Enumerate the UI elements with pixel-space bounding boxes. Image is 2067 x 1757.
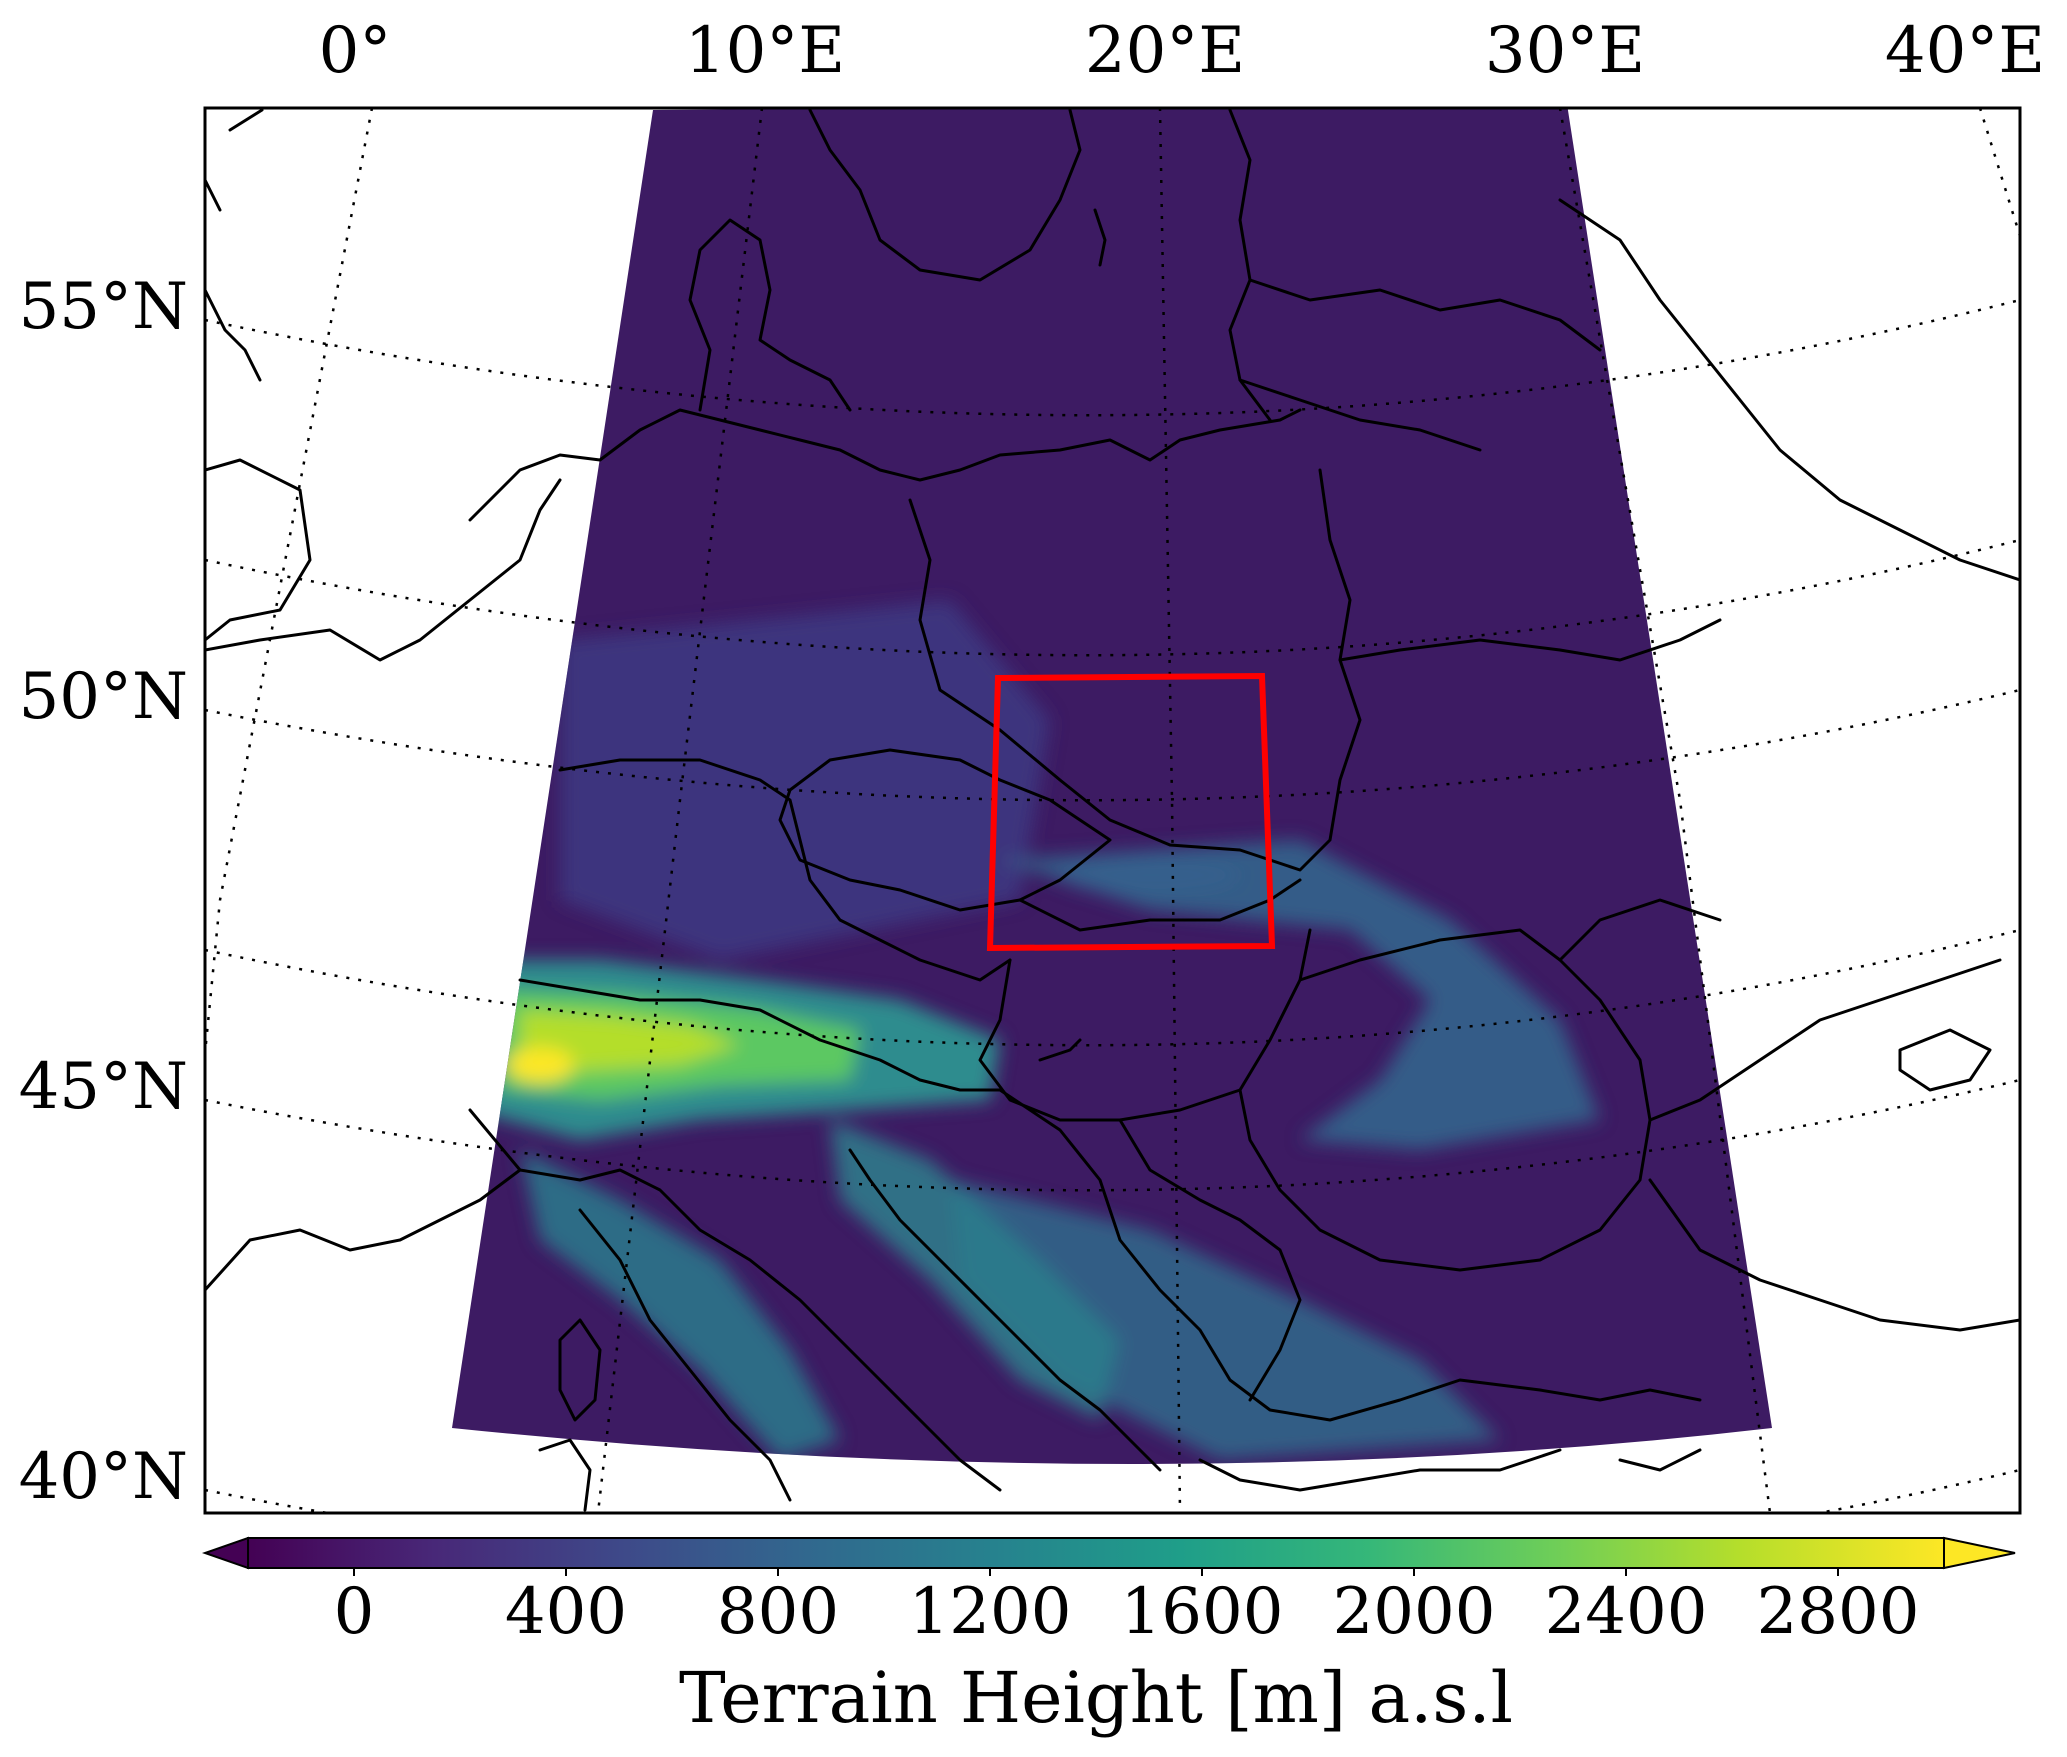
border-germany-south (558, 758, 1012, 982)
latitude-labels: 55°N 50°N 45°N 40°N (19, 270, 188, 1514)
coastlines-and-borders (205, 108, 2020, 1512)
colorbar-tick-label: 1600 (1121, 1575, 1284, 1649)
coast-russia-east (1558, 198, 2020, 582)
lon-label-10e: 10°E (685, 14, 845, 88)
terrain-dinarides (830, 1120, 1120, 1420)
parallel-52n (205, 538, 2020, 657)
terrain-carpathians-low (1000, 840, 1600, 1150)
lat-label-50n: 50°N (19, 660, 188, 734)
subdomain-box (986, 672, 1276, 952)
coast-netherlands-germany (468, 408, 1302, 522)
coast-balaton (1038, 1038, 1082, 1062)
terrain-alps-high (520, 1010, 740, 1075)
colorbar-ticks: 0 400 800 1200 1600 2000 2400 2800 (334, 1568, 1920, 1649)
meridian-0 (205, 108, 374, 1067)
coast-black-sea (1648, 958, 2020, 1332)
coast-italy (468, 1108, 1002, 1502)
colorbar-label: Terrain Height [m] a.s.l (679, 1657, 1513, 1739)
colorbar-extend-max (1943, 1536, 2016, 1570)
parallel-47n (205, 928, 2020, 1047)
coast-denmark (688, 218, 852, 412)
longitude-labels: 0° 10°E 20°E 30°E 40°E (319, 14, 2045, 88)
map-frame (203, 106, 2022, 1515)
model-domain (452, 108, 1772, 1464)
colorbar-tick-label: 800 (717, 1575, 839, 1649)
colorbar-tick-label: 2000 (1333, 1575, 1496, 1649)
border-ukraine (1338, 618, 1722, 962)
border-alps-countries (518, 978, 1002, 1092)
lat-label-40n: 40°N (19, 1440, 188, 1514)
border-czechia-slovakia (778, 748, 1112, 912)
coast-adriatic-east (848, 1148, 1162, 1472)
terrain-alps-peak (506, 1047, 574, 1083)
colorbar: 0 400 800 1200 1600 2000 2400 2800 Terrain Heig… (201, 1536, 2016, 1739)
graticule (205, 108, 2020, 1513)
colorbar-gradient (247, 1537, 1945, 1569)
coast-greece (1198, 1448, 1702, 1492)
meridian-10e (596, 108, 764, 1513)
coast-gotland (1093, 208, 1107, 267)
border-slovakia-hungary (1018, 878, 1302, 932)
map-panel (205, 108, 2020, 1513)
coast-baltic-states (1238, 278, 1602, 452)
coast-sardinia (538, 1438, 592, 1512)
lon-label-40e: 40°E (1885, 14, 2045, 88)
coast-france-south (205, 1168, 522, 1292)
lon-label-0: 0° (319, 14, 392, 88)
border-balkans (998, 1088, 1702, 1422)
lon-label-20e: 20°E (1085, 14, 1245, 88)
coast-north-sea (205, 178, 262, 382)
colorbar-tick-label: 2400 (1545, 1575, 1708, 1649)
colorbar-tick-label: 0 (334, 1575, 375, 1649)
border-poland (908, 468, 1362, 872)
parallel-55n (205, 298, 2020, 417)
terrain-apennines (520, 1150, 840, 1460)
border-romania (1238, 928, 1652, 1272)
coast-corsica (558, 1318, 602, 1422)
colorbar-tick-label: 2800 (1757, 1575, 1920, 1649)
coast-sweden (808, 108, 1082, 282)
terrain-tatras (1060, 855, 1240, 895)
colorbar-tick-label: 400 (505, 1575, 627, 1649)
coast-crimea (1898, 1028, 1992, 1092)
lat-label-55n: 55°N (19, 270, 188, 344)
coast-france-belgium (205, 478, 562, 662)
border-serbia (1118, 1118, 1302, 1402)
coast-britain (205, 108, 312, 642)
lat-label-45n: 45°N (19, 1050, 188, 1124)
colorbar-extend-min (201, 1536, 249, 1570)
colorbar-tick-label: 1200 (909, 1575, 1072, 1649)
lon-label-30e: 30°E (1485, 14, 1645, 88)
meridian-20e (1158, 108, 1182, 1513)
